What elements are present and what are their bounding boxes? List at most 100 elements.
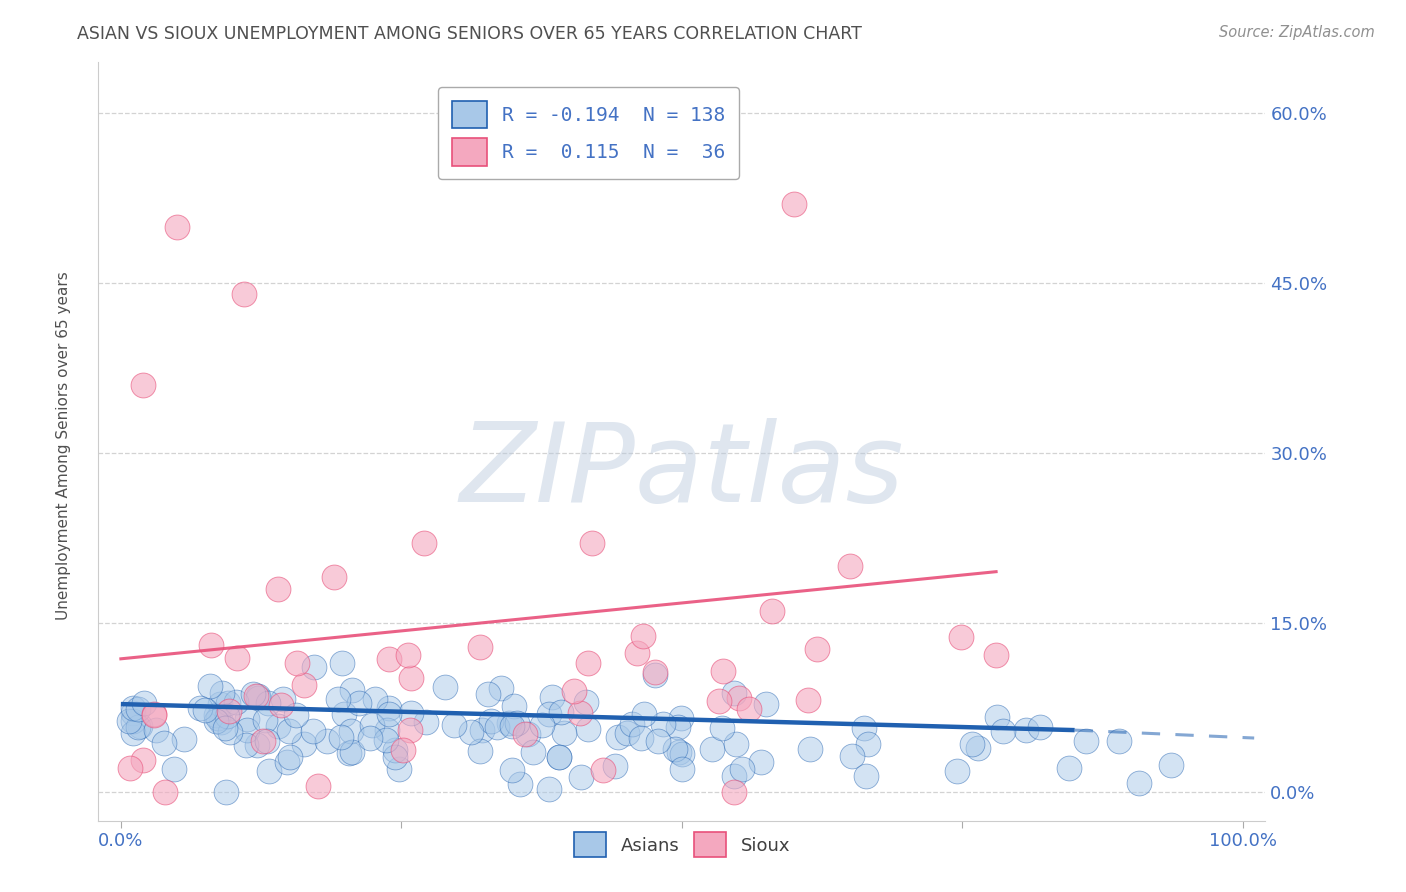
- Point: [375, 732, 398, 747]
- Point: [153, 785, 176, 799]
- Point: [145, 723, 167, 738]
- Point: [668, 745, 690, 759]
- Point: [531, 718, 554, 732]
- Point: [626, 646, 648, 660]
- Point: [550, 706, 572, 720]
- Point: [256, 734, 278, 748]
- Point: [855, 769, 877, 783]
- Point: [304, 660, 326, 674]
- Point: [121, 726, 143, 740]
- Point: [671, 762, 693, 776]
- Point: [278, 723, 301, 738]
- Point: [723, 769, 745, 783]
- Point: [986, 709, 1008, 723]
- Point: [517, 727, 540, 741]
- Point: [669, 711, 692, 725]
- Point: [415, 714, 437, 729]
- Point: [284, 707, 307, 722]
- Point: [271, 692, 294, 706]
- Point: [307, 779, 329, 793]
- Point: [738, 702, 761, 716]
- Point: [378, 652, 401, 666]
- Point: [200, 679, 222, 693]
- Point: [127, 702, 149, 716]
- Point: [856, 737, 879, 751]
- Point: [470, 640, 492, 654]
- Point: [434, 680, 457, 694]
- Point: [399, 723, 422, 738]
- Point: [1160, 758, 1182, 772]
- Point: [235, 723, 257, 738]
- Point: [218, 705, 240, 719]
- Point: [839, 559, 862, 574]
- Point: [235, 739, 257, 753]
- Point: [509, 777, 531, 791]
- Point: [254, 714, 277, 728]
- Point: [477, 687, 499, 701]
- Point: [576, 722, 599, 736]
- Point: [359, 731, 381, 746]
- Point: [471, 723, 494, 737]
- Point: [485, 720, 508, 734]
- Point: [603, 758, 626, 772]
- Point: [489, 681, 512, 696]
- Point: [666, 720, 689, 734]
- Point: [761, 604, 783, 618]
- Point: [207, 711, 229, 725]
- Point: [349, 696, 371, 710]
- Point: [537, 706, 560, 721]
- Point: [949, 630, 972, 644]
- Point: [633, 706, 655, 721]
- Point: [392, 743, 415, 757]
- Point: [143, 706, 166, 721]
- Point: [806, 642, 828, 657]
- Point: [388, 762, 411, 776]
- Point: [384, 742, 406, 756]
- Point: [606, 730, 628, 744]
- Point: [993, 723, 1015, 738]
- Point: [962, 737, 984, 751]
- Point: [553, 726, 575, 740]
- Point: [797, 693, 820, 707]
- Text: Source: ZipAtlas.com: Source: ZipAtlas.com: [1219, 25, 1375, 40]
- Point: [498, 716, 520, 731]
- Point: [569, 706, 592, 720]
- Point: [377, 723, 399, 737]
- Point: [503, 699, 526, 714]
- Point: [214, 721, 236, 735]
- Point: [984, 648, 1007, 662]
- Point: [700, 742, 723, 756]
- Text: ASIAN VS SIOUX UNEMPLOYMENT AMONG SENIORS OVER 65 YEARS CORRELATION CHART: ASIAN VS SIOUX UNEMPLOYMENT AMONG SENIOR…: [77, 25, 862, 43]
- Point: [246, 738, 269, 752]
- Point: [501, 719, 523, 733]
- Point: [1057, 761, 1080, 775]
- Point: [711, 664, 734, 678]
- Point: [209, 714, 232, 729]
- Point: [853, 721, 876, 735]
- Point: [671, 747, 693, 761]
- Point: [443, 718, 465, 732]
- Point: [399, 671, 422, 685]
- Point: [233, 287, 256, 301]
- Point: [621, 717, 644, 731]
- Point: [225, 695, 247, 709]
- Point: [710, 721, 733, 735]
- Point: [644, 665, 666, 680]
- Point: [236, 712, 259, 726]
- Point: [242, 687, 264, 701]
- Point: [328, 692, 350, 706]
- Point: [127, 721, 149, 735]
- Point: [245, 689, 267, 703]
- Point: [129, 719, 152, 733]
- Point: [337, 747, 360, 761]
- Point: [340, 723, 363, 738]
- Point: [120, 761, 142, 775]
- Point: [576, 656, 599, 670]
- Point: [378, 707, 401, 722]
- Point: [323, 570, 346, 584]
- Point: [731, 762, 754, 776]
- Point: [1108, 733, 1130, 747]
- Point: [723, 686, 745, 700]
- Point: [217, 696, 239, 710]
- Point: [278, 750, 301, 764]
